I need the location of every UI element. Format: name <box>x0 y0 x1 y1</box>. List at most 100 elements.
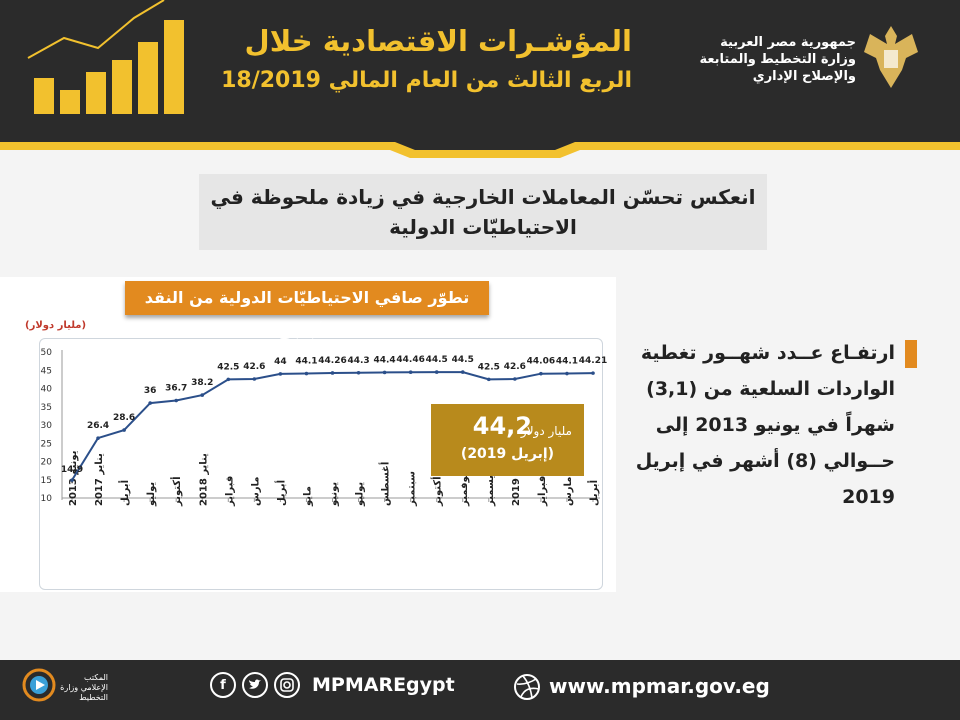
headline-line: انعكس تحسّن المعاملات الخارجية في زيادة … <box>210 185 756 209</box>
x-tick-label: أغسطس <box>379 462 392 506</box>
callout-unit: مليار دولار <box>520 424 572 438</box>
data-point <box>304 371 309 376</box>
x-tick-label: يناير 2019 <box>511 453 522 506</box>
data-label: 42.5 <box>217 362 239 372</box>
y-tick-label: 25 <box>41 439 52 449</box>
data-label: 36 <box>144 386 157 396</box>
data-point <box>591 371 595 375</box>
data-point <box>96 436 100 440</box>
data-label: 28.6 <box>113 413 135 423</box>
x-tick-label: أبريل <box>118 480 131 506</box>
x-tick-label: يوليو <box>146 482 157 507</box>
data-point <box>122 428 126 432</box>
data-point <box>252 377 257 381</box>
social-handle[interactable]: MPMAREgypt <box>312 674 455 696</box>
data-label: 44.06 <box>527 357 555 367</box>
x-tick-label: نوفمبر <box>459 472 470 507</box>
data-point <box>434 370 439 374</box>
data-label: 44.1 <box>295 357 317 367</box>
social-links: f <box>210 672 300 698</box>
y-tick-label: 35 <box>41 403 52 413</box>
y-tick-label: 50 <box>41 348 53 358</box>
header-bar <box>0 0 960 150</box>
data-label: 44.3 <box>347 356 369 366</box>
data-point <box>565 371 569 376</box>
x-tick-label: يونيو <box>329 482 340 507</box>
chart-frame <box>39 338 603 590</box>
media-office-logo <box>22 668 56 702</box>
data-point <box>148 401 152 405</box>
data-label: 44.1 <box>556 357 578 367</box>
y-tick-label: 20 <box>41 458 53 468</box>
data-label: 44.46 <box>396 355 424 365</box>
header-stripe <box>0 142 960 158</box>
data-label: 42.5 <box>478 362 500 372</box>
data-point <box>382 370 387 375</box>
data-label: 44.21 <box>579 356 607 366</box>
ministry-line: والإصلاح الإداري <box>752 69 856 84</box>
callout-value: 44,2 <box>472 412 532 440</box>
y-tick-label: 45 <box>41 366 52 376</box>
x-tick-label: أبريل <box>274 480 287 506</box>
headline-box: انعكس تحسّن المعاملات الخارجية في زيادة … <box>199 174 767 250</box>
data-point <box>513 377 517 381</box>
data-label: 14.9 <box>61 465 83 475</box>
highlight-callout: 44,2 مليار دولار (إبريل 2019) <box>431 404 584 476</box>
data-point <box>70 478 74 482</box>
data-point <box>356 371 361 375</box>
data-label: 26.4 <box>87 421 109 431</box>
y-tick-label: 40 <box>41 385 53 395</box>
footer-bar <box>0 660 960 720</box>
growth-chart-icon <box>27 0 184 114</box>
data-point <box>460 370 465 374</box>
data-point <box>226 377 231 382</box>
data-point <box>174 398 178 403</box>
dribbble-icon[interactable] <box>513 673 541 701</box>
data-label: 44.5 <box>426 355 448 365</box>
header-subtitle: الربع الثالث من العام المالي 18/2019 <box>221 68 632 93</box>
y-tick-label: 30 <box>41 421 53 431</box>
x-tick-label: فبراير <box>224 476 235 507</box>
x-tick-label: أكتوبر <box>431 476 444 507</box>
x-tick-label: مارس <box>250 476 261 506</box>
headline-line: الاحتياطيّات الدولية <box>389 215 577 239</box>
data-label: 42.6 <box>243 362 265 372</box>
instagram-icon[interactable] <box>274 672 300 698</box>
x-tick-label: فبراير <box>537 476 548 507</box>
x-tick-label: يوليو <box>355 482 366 507</box>
data-label: 36.7 <box>165 384 187 394</box>
data-label: 42.6 <box>504 362 526 372</box>
data-label: 44.4 <box>373 355 395 365</box>
twitter-icon[interactable] <box>242 672 268 698</box>
callout-date: (إبريل 2019) <box>460 446 555 462</box>
data-point <box>278 372 283 376</box>
data-label: 44.5 <box>452 355 474 365</box>
x-tick-label: أكتوبر <box>170 476 183 507</box>
x-tick-label: سبتمبر <box>407 471 418 507</box>
ministry-line: جمهورية مصر العربية <box>720 35 856 50</box>
data-point <box>200 393 205 397</box>
data-point <box>330 371 335 375</box>
data-label: 38.2 <box>191 378 213 388</box>
y-tick-label: 15 <box>41 476 52 486</box>
data-point <box>408 370 413 375</box>
eagle-emblem-icon <box>864 26 918 88</box>
data-point <box>487 377 491 382</box>
x-tick-label: ديسمبر <box>485 470 496 507</box>
data-point <box>539 371 543 376</box>
website-link[interactable]: www.mpmar.gov.eg <box>549 674 770 698</box>
chart-title: تطوّر صافي الاحتياطيّات الدولية من النقد… <box>125 281 489 341</box>
ministry-name: جمهورية مصر العربية وزارة التخطيط والمتا… <box>699 34 856 85</box>
y-axis-label: (مليار دولار) <box>25 320 87 331</box>
x-tick-label: أبريل <box>587 480 600 506</box>
y-tick-label: 10 <box>41 494 53 504</box>
header-title: المؤشـرات الاقتصادية خلال <box>244 24 632 58</box>
data-label: 44 <box>274 357 287 367</box>
data-label: 44.26 <box>318 356 346 366</box>
ministry-line: وزارة التخطيط والمتابعة <box>699 52 856 67</box>
facebook-icon[interactable]: f <box>210 672 236 698</box>
x-tick-label: مايو <box>302 486 313 507</box>
coverage-note: ارتفـاع عــدد شهــور تغطية الواردات السل… <box>635 342 895 508</box>
side-accent-bar <box>905 340 917 368</box>
